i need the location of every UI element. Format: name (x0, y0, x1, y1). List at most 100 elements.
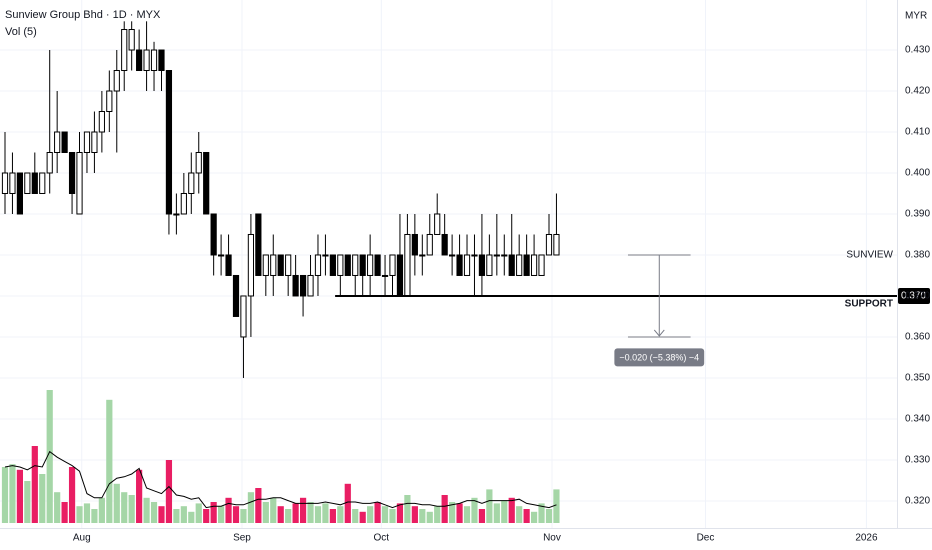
volume-bar (46, 390, 53, 523)
x-tick-label: 2026 (855, 533, 878, 544)
volume-bar (389, 509, 396, 523)
volume-bar (538, 503, 545, 523)
overlays: SUPPORT 0.370 SUNVIEW −0.020 (−5.38%) −4 (335, 250, 930, 367)
volume-bar (83, 503, 91, 523)
y-tick-label: 0.420 (905, 86, 930, 97)
volume-label: Vol (5) (5, 26, 37, 38)
volume-bar (121, 492, 128, 523)
y-tick-label: 0.320 (905, 496, 930, 507)
volume-bar (419, 509, 426, 523)
candle-body (173, 213, 180, 216)
candle-body (367, 254, 374, 276)
candle-body (76, 151, 83, 215)
candle-body (404, 233, 411, 297)
volume-bar (195, 503, 202, 523)
volume-bar (247, 492, 255, 523)
candle-body (299, 274, 307, 297)
candle-body (195, 151, 202, 174)
volume-bar (530, 511, 538, 523)
volume-bar (218, 506, 225, 523)
candle-body (24, 172, 31, 194)
candle-body (553, 233, 560, 256)
x-tick-label: Oct (374, 533, 390, 544)
volume-bar (471, 497, 478, 523)
chart-title: Sunview Group Bhd · 1D · MYX (5, 9, 161, 21)
candle-body (16, 172, 23, 215)
volume-bar (411, 506, 418, 523)
candle-body (530, 254, 538, 276)
volume-bar (262, 502, 269, 523)
y-tick-label: 0.360 (905, 332, 930, 343)
volume-bar (404, 495, 411, 523)
candle-body (277, 254, 284, 276)
volume-bar (128, 495, 135, 523)
volume-bar (9, 464, 16, 523)
candle-body (232, 274, 240, 317)
candle-body (471, 254, 478, 257)
volume-bar (54, 492, 61, 523)
candle-body (54, 131, 61, 153)
candle-body (501, 254, 508, 257)
candle-body (285, 254, 292, 276)
volume-bar (508, 497, 515, 523)
volume-bar (344, 483, 351, 523)
support-label: SUPPORT (845, 299, 893, 310)
candle-body (46, 151, 53, 174)
candle-body (307, 274, 314, 297)
candle-body (150, 49, 158, 72)
candle-body (39, 172, 46, 194)
volume-bar (39, 474, 46, 523)
volume-bar (203, 509, 210, 523)
candle-body (128, 29, 135, 51)
candle-body (374, 254, 381, 276)
candle-body (419, 254, 426, 257)
x-tick-label: Dec (697, 533, 715, 544)
candle-body (478, 254, 486, 276)
candle-body (322, 254, 329, 257)
candle-body (121, 29, 128, 72)
candle-body (9, 172, 16, 194)
x-tick-label: Aug (73, 533, 91, 544)
volume-bar (173, 509, 180, 523)
candle-body (158, 49, 165, 72)
volume-bar (255, 488, 262, 523)
candle-body (218, 254, 225, 257)
volume-bar (329, 509, 336, 523)
volume-bar (478, 509, 486, 523)
volume-bar (180, 506, 187, 523)
candle-body (270, 254, 277, 276)
candle-body (98, 111, 105, 133)
volume-bar (158, 506, 165, 523)
volume-bar (381, 506, 389, 523)
volume-bar (307, 502, 314, 523)
volume-bar (493, 503, 500, 523)
volume-bar (91, 509, 98, 523)
candle-body (61, 131, 68, 153)
volume-bar (68, 467, 76, 523)
candle-body (337, 254, 344, 276)
candle-body (247, 233, 255, 297)
volume-pane (1, 390, 560, 523)
candle-body (1, 172, 9, 194)
x-tick-label: Nov (543, 533, 561, 544)
volume-bar (277, 506, 284, 523)
volume-bar (24, 481, 31, 523)
measure-label-box (614, 348, 705, 367)
volume-bar (270, 497, 277, 523)
volume-bar (322, 503, 329, 523)
volume-bar (456, 503, 463, 523)
volume-bar (553, 489, 560, 523)
volume-bar (188, 511, 195, 523)
candle-body (136, 49, 143, 72)
volume-bar (545, 509, 553, 523)
volume-bar (337, 506, 344, 523)
y-tick-label: 0.380 (905, 250, 930, 261)
volume-bar (292, 503, 299, 523)
candle-body (31, 172, 38, 194)
candle-body (449, 254, 456, 257)
candles (1, 21, 560, 378)
volume-bar (501, 500, 508, 523)
volume-bar (434, 506, 441, 523)
volume-bar (136, 469, 143, 523)
